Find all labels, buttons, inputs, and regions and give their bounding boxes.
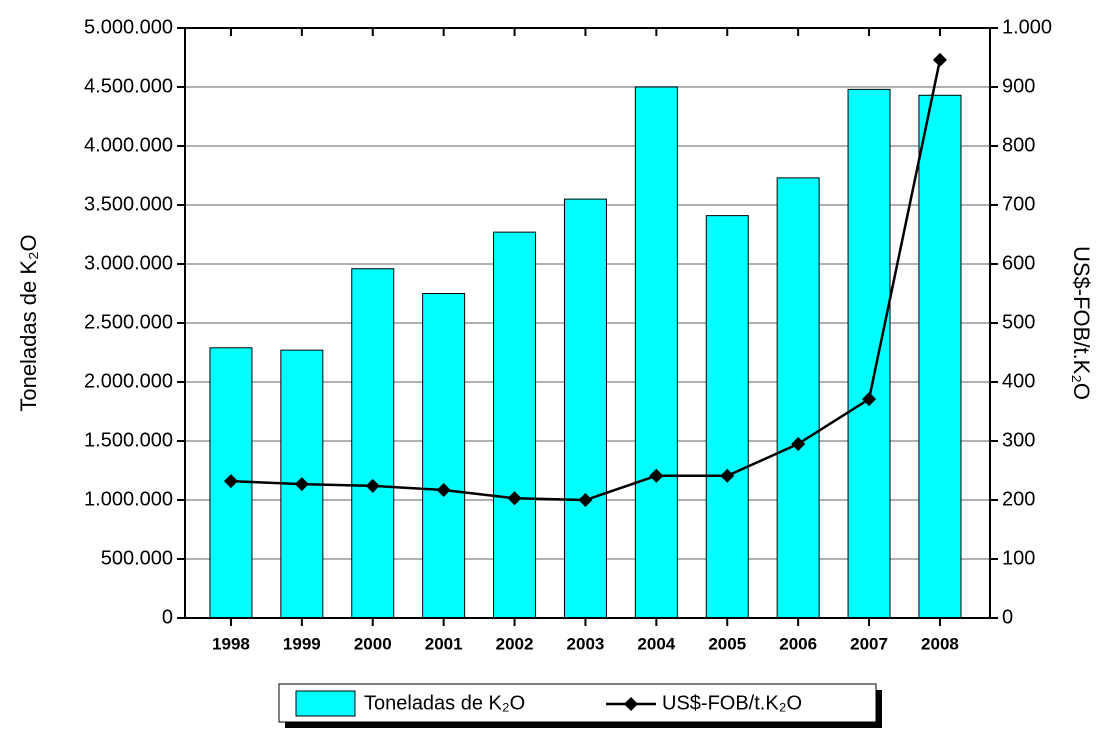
y-tick-label: 3.000.000 xyxy=(84,252,173,274)
y2-tick-label: 300 xyxy=(1002,429,1035,451)
y2-axis-title: US$-FOB/t.K₂O xyxy=(1069,246,1094,400)
y-tick-label: 1.500.000 xyxy=(84,429,173,451)
x-tick-label: 1998 xyxy=(212,634,250,653)
marker xyxy=(578,493,593,507)
y2-tick-label: 200 xyxy=(1002,488,1035,510)
bar xyxy=(847,88,891,619)
marker xyxy=(294,477,309,492)
y-tick-label: 4.000.000 xyxy=(84,134,173,156)
x-tick-label: 2007 xyxy=(850,634,888,653)
marker xyxy=(791,436,806,451)
legend-swatch xyxy=(295,690,356,717)
bar xyxy=(776,177,820,619)
y-tick-label: 3.500.000 xyxy=(84,193,173,215)
y2-tick-label: 700 xyxy=(1002,193,1035,215)
y2-tick-label: 1.000 xyxy=(1002,16,1052,38)
y-tick-label: 2.000.000 xyxy=(84,370,173,392)
x-tick-label: 2002 xyxy=(496,634,534,653)
y2-tick-label: 0 xyxy=(1002,606,1013,628)
x-tick-label: 2006 xyxy=(779,634,817,653)
marker xyxy=(223,474,238,489)
marker xyxy=(649,468,664,483)
y2-tick-label: 500 xyxy=(1002,311,1035,333)
x-tick-label: 2003 xyxy=(567,634,605,653)
bar xyxy=(563,198,607,619)
y-tick-label: 0 xyxy=(162,606,173,628)
legend-marker xyxy=(624,697,638,711)
bar xyxy=(918,94,962,619)
x-tick-label: 2000 xyxy=(354,634,392,653)
y-tick-label: 4.500.000 xyxy=(84,75,173,97)
y-tick-label: 5.000.000 xyxy=(84,16,173,38)
marker xyxy=(932,52,947,67)
x-tick-label: 2004 xyxy=(637,634,675,653)
y-tick-label: 2.500.000 xyxy=(84,311,173,333)
marker xyxy=(365,478,380,493)
marker xyxy=(862,392,877,407)
x-tick-label: 1999 xyxy=(283,634,321,653)
x-tick-label: 2001 xyxy=(425,634,463,653)
legend-label: US$-FOB/t.K₂O xyxy=(662,692,802,714)
legend-box xyxy=(278,683,877,723)
bar xyxy=(493,231,537,619)
y2-tick-label: 100 xyxy=(1002,547,1035,569)
bar xyxy=(422,293,466,619)
marker xyxy=(436,482,451,497)
y2-tick-label: 600 xyxy=(1002,252,1035,274)
legend-label: Toneladas de K₂O xyxy=(364,692,525,714)
y2-tick-label: 900 xyxy=(1002,75,1035,97)
marker xyxy=(507,491,522,506)
bar xyxy=(634,86,678,619)
y2-tick-label: 800 xyxy=(1002,134,1035,156)
y-axis-title: Toneladas de K₂O xyxy=(16,234,41,411)
y-tick-label: 500.000 xyxy=(101,547,173,569)
y2-tick-label: 400 xyxy=(1002,370,1035,392)
bar xyxy=(705,215,749,619)
plot-frame xyxy=(184,27,991,619)
marker xyxy=(720,468,735,483)
y-tick-label: 1.000.000 xyxy=(84,488,173,510)
x-tick-label: 2008 xyxy=(921,634,959,653)
x-tick-label: 2005 xyxy=(708,634,746,653)
bar xyxy=(351,268,395,619)
